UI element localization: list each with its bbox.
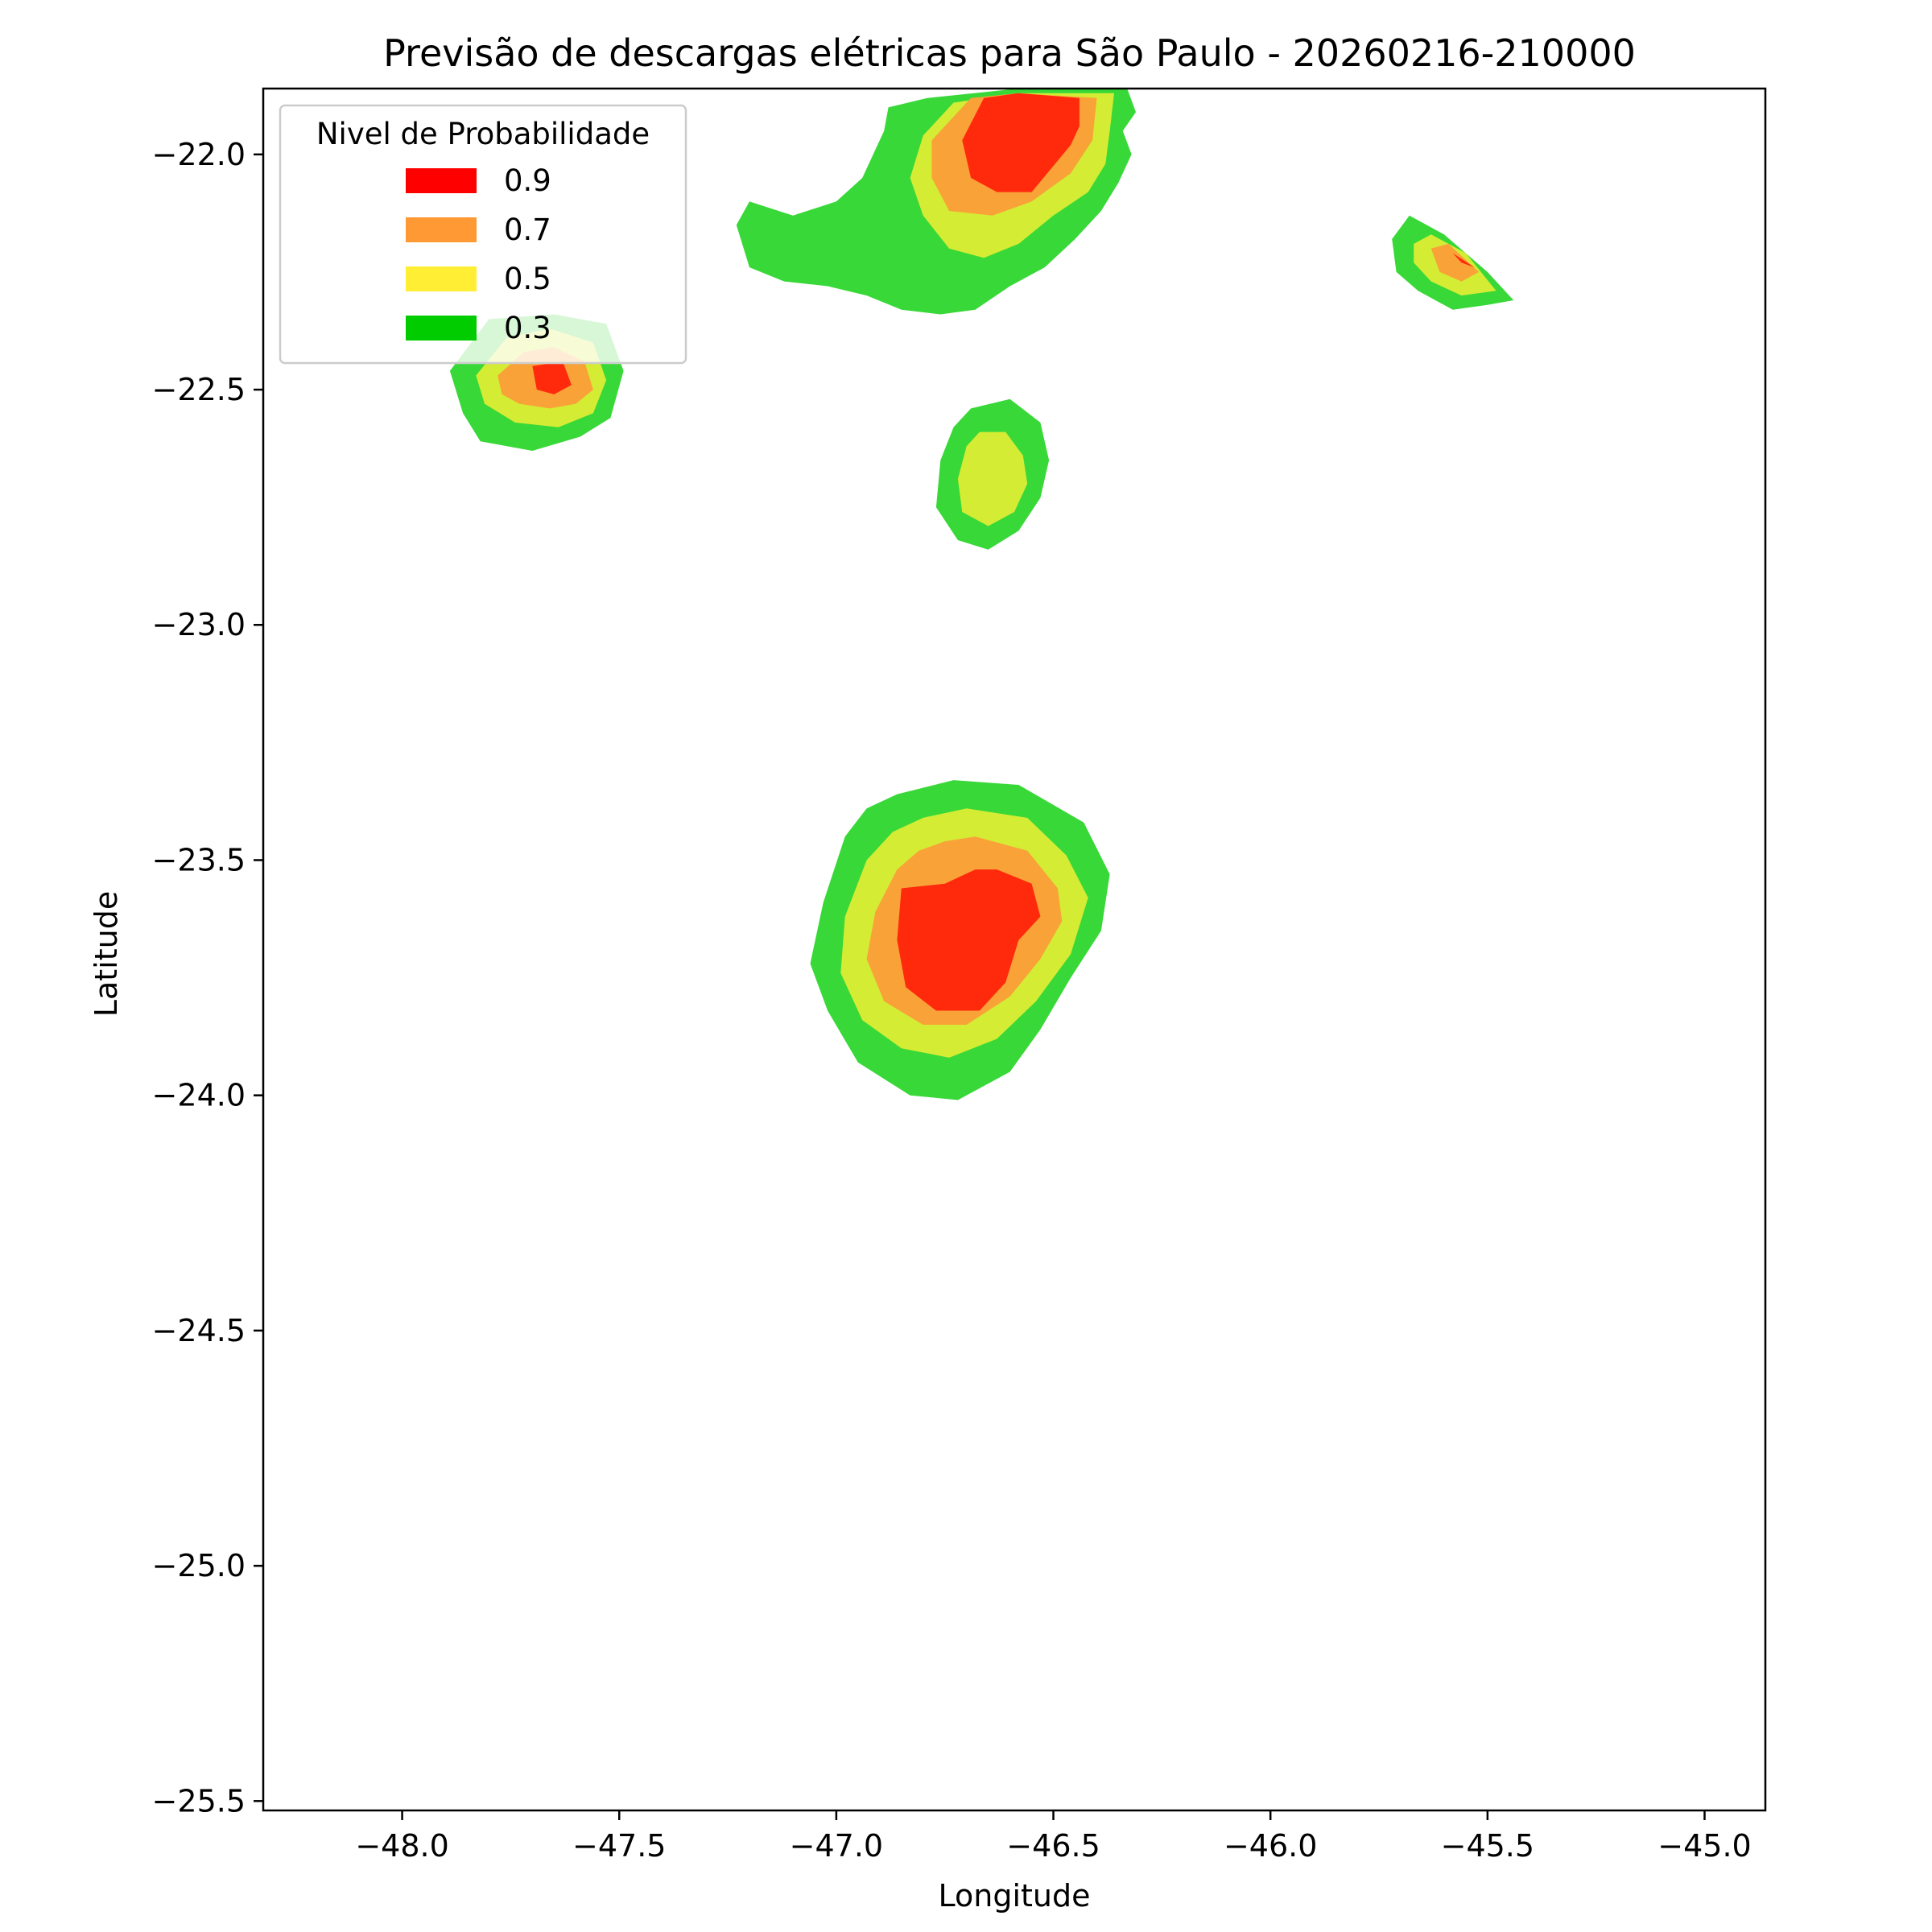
y-tick-label: −22.5: [152, 372, 246, 407]
legend-label-05: 0.5: [504, 262, 551, 296]
y-axis: −22.0 −22.5 −23.0 −23.5 −24.0 −24.5 −25.0 −25.5: [152, 137, 263, 1818]
x-axis-label: Longitude: [939, 1878, 1091, 1913]
contour-north-center-level-09: [962, 93, 1080, 192]
y-tick-label: −22.0: [152, 137, 246, 172]
contour-central-small-level-05: [957, 431, 1028, 526]
plot-frame: [262, 87, 1767, 1812]
y-tick-label: −24.5: [152, 1313, 246, 1348]
contour-north-east-level-09: [1452, 253, 1475, 268]
legend-title: Nivel de Probabilidade: [316, 117, 650, 151]
y-tick-label: −25.5: [152, 1783, 246, 1818]
contour-north-west-level-09: [532, 361, 572, 394]
legend-swatch-09: [406, 168, 477, 193]
x-tick-label: −45.0: [1657, 1828, 1751, 1864]
x-tick-label: −46.0: [1224, 1828, 1317, 1864]
x-tick-label: −45.5: [1441, 1828, 1534, 1864]
contour-south-main-level-09: [897, 869, 1041, 1011]
y-axis-label: Latitude: [89, 891, 124, 1017]
contour-north-east-level-07: [1430, 243, 1480, 282]
y-tick-label: −23.5: [152, 842, 246, 877]
y-tick-label: −25.0: [152, 1548, 246, 1583]
legend-swatch-05: [406, 266, 477, 291]
legend-frame: [279, 104, 687, 365]
legend-label-07: 0.7: [504, 213, 551, 247]
x-tick-label: −47.5: [572, 1828, 666, 1864]
legend-label-03: 0.3: [504, 311, 551, 345]
y-tick-label: −24.0: [152, 1078, 246, 1113]
legend-swatch-07: [406, 217, 477, 242]
x-axis: −48.0 −47.5 −47.0 −46.5 −46.0 −45.5 −45.0: [355, 1810, 1752, 1864]
chart-title: Previsão de descargas elétricas para São…: [383, 31, 1636, 75]
legend-swatch-03: [406, 316, 477, 341]
y-tick-label: −23.0: [152, 607, 246, 642]
x-tick-label: −46.5: [1006, 1828, 1100, 1864]
x-tick-label: −48.0: [355, 1828, 448, 1864]
legend-label-09: 0.9: [504, 163, 551, 198]
x-tick-label: −47.0: [790, 1828, 883, 1864]
legend: Nivel de Probabilidade 0.9 0.7 0.5 0.3: [279, 104, 687, 365]
